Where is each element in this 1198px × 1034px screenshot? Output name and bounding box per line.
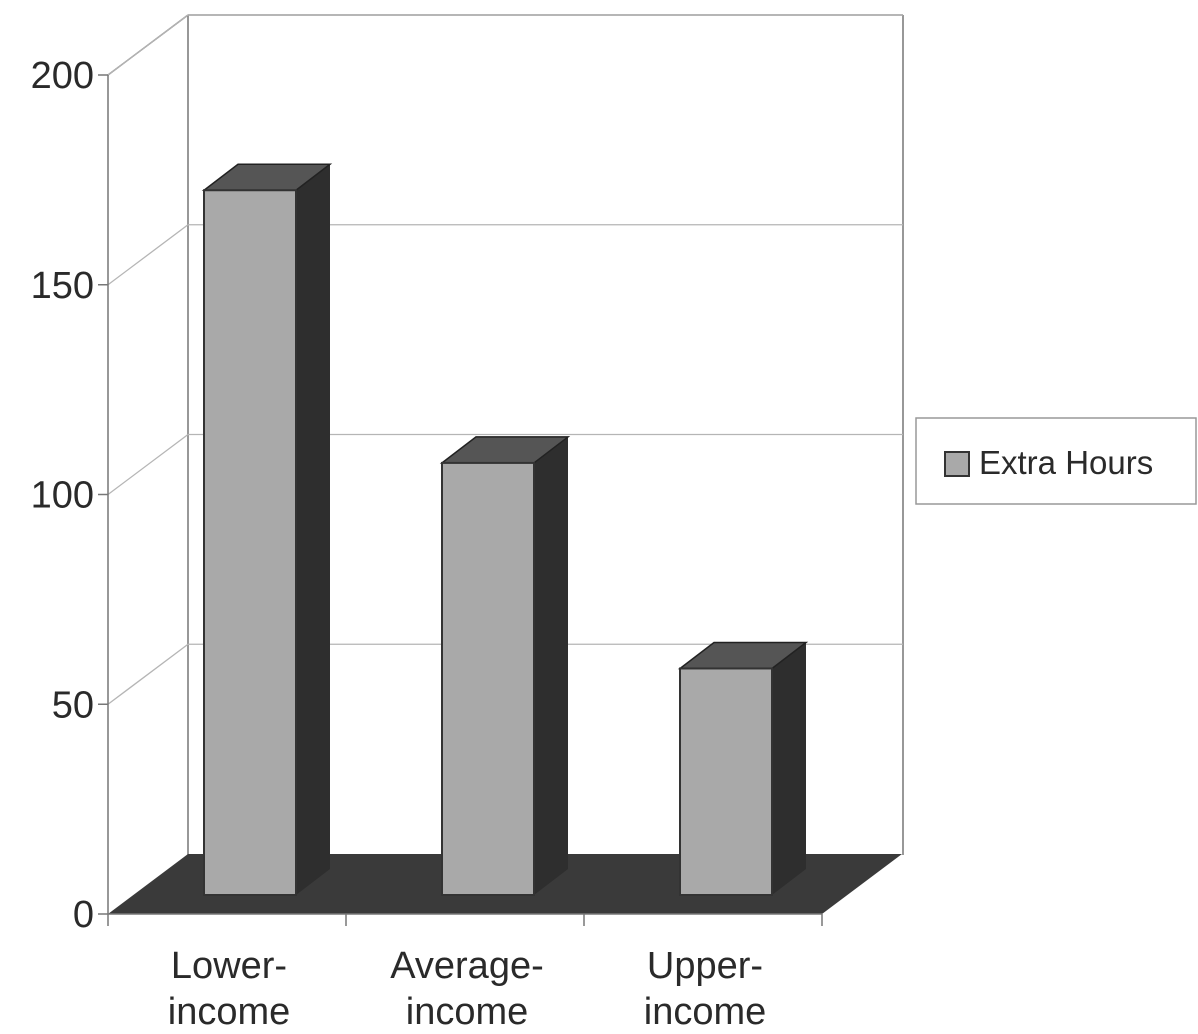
legend: Extra Hours: [915, 417, 1197, 505]
gridline-side-4: [107, 14, 189, 76]
y-tick-label-2: 100: [31, 475, 94, 517]
bar-0: [201, 163, 333, 897]
legend-swatch: [944, 451, 970, 477]
x-tick-label-1: Average-income: [390, 945, 544, 1033]
bar-side-0: [296, 164, 330, 896]
y-tick-label-3: 150: [31, 265, 94, 307]
bar-front-1: [441, 461, 535, 896]
legend-label: Extra Hours: [979, 444, 1153, 481]
bar-2: [677, 641, 809, 896]
bar-1: [439, 436, 571, 896]
y-axis: 0 50 100 150 200: [31, 55, 109, 936]
gridline-side-3: [107, 224, 189, 286]
gridline-side-2: [107, 433, 189, 496]
x-axis: Lower-income Average-income Upper-income: [107, 913, 823, 1033]
x-tick-label-0: Lower-income: [168, 945, 291, 1033]
y-tick-label-0: 0: [73, 894, 94, 936]
bar-front-2: [679, 667, 773, 896]
bar-side-1: [534, 436, 568, 895]
bar-front-0: [203, 189, 297, 897]
y-tick-label-1: 50: [52, 684, 94, 726]
y-tick-label-4: 200: [31, 55, 94, 97]
x-tick-label-2: Upper-income: [644, 945, 767, 1033]
gridline-side-1: [107, 643, 189, 705]
bar-side-2: [772, 642, 806, 895]
bars: [201, 163, 809, 897]
